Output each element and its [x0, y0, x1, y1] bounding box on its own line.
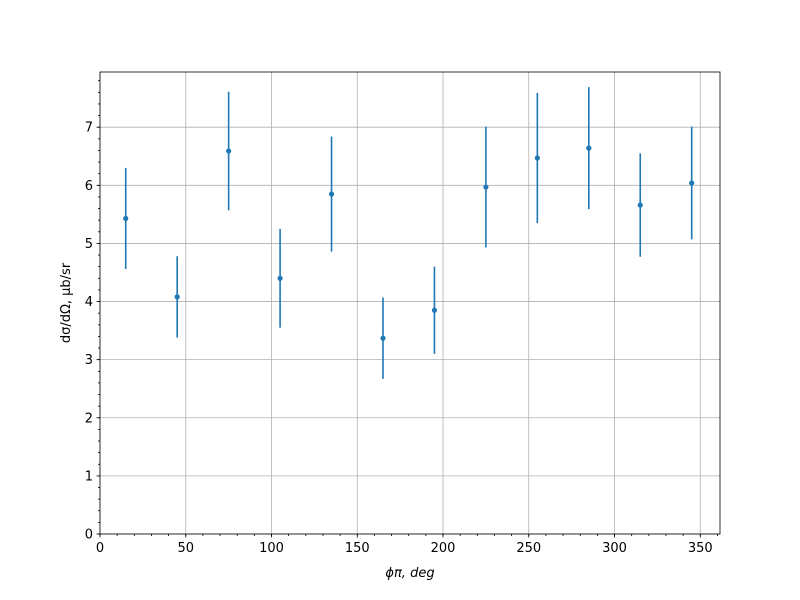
y-tick-label: 2 [85, 411, 93, 426]
data-point [277, 275, 283, 281]
data-point [534, 155, 540, 161]
x-tick-label: 350 [688, 541, 713, 556]
x-tick-label: 0 [96, 541, 104, 556]
y-tick-label: 1 [85, 469, 93, 484]
data-point [483, 184, 489, 190]
data-point [431, 307, 438, 313]
y-axis-label: dσ/dΩ, μb/sr [59, 262, 74, 343]
plot-frame [99, 71, 721, 535]
x-tick-label: 250 [516, 541, 541, 556]
y-tick-label: 0 [85, 528, 93, 543]
y-tick-label: 7 [85, 121, 93, 136]
x-tick-label: 200 [431, 541, 456, 556]
y-tick-label: 6 [85, 179, 93, 194]
data-point [123, 215, 129, 222]
data-point [637, 202, 643, 208]
data-point [586, 145, 592, 151]
data-point [226, 148, 232, 154]
data-point [689, 180, 695, 186]
y-tick-label: 5 [85, 237, 93, 252]
data-point [174, 294, 180, 300]
x-tick-label: 50 [177, 541, 194, 556]
x-tick-label: 300 [602, 541, 627, 556]
x-axis-label: ϕπ, deg [385, 566, 434, 581]
y-tick-label: 3 [85, 353, 93, 368]
y-tick-label: 4 [85, 295, 93, 310]
x-tick-label: 150 [345, 541, 370, 556]
data-point [328, 191, 335, 197]
data-point [380, 335, 386, 341]
x-tick-label: 100 [259, 541, 284, 556]
